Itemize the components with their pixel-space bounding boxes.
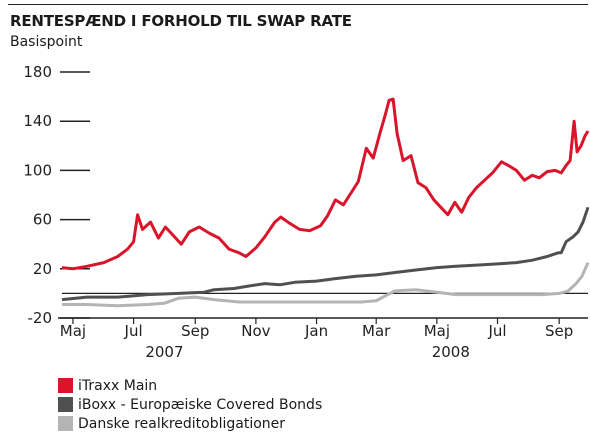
- x-tick-label: Sep: [545, 322, 573, 340]
- x-year-label: 2008: [432, 343, 470, 361]
- series-line-danske: [62, 261, 590, 308]
- x-year-label: 2007: [145, 343, 183, 361]
- y-tick-label: 100: [23, 161, 52, 179]
- top-rule: [8, 4, 588, 5]
- x-tick-label: Jul: [124, 322, 143, 340]
- x-tick-label: Mar: [362, 322, 391, 340]
- legend: iTraxx Main iBoxx - Europæiske Covered B…: [58, 376, 322, 433]
- x-tick-label: Sep: [181, 322, 209, 340]
- y-tick-label: 60: [33, 211, 52, 229]
- chart-title: RENTESPÆND I FORHOLD TIL SWAP RATE: [10, 12, 352, 30]
- legend-item-danske: Danske realkreditobligationer: [58, 414, 322, 433]
- series-line-iboxx: [61, 206, 590, 302]
- legend-item-iboxx: iBoxx - Europæiske Covered Bonds: [58, 395, 322, 414]
- series-line-itraxx: [61, 97, 590, 271]
- y-tick-label: -20: [28, 309, 53, 327]
- x-tick-label: Jan: [304, 322, 328, 340]
- legend-label-danske: Danske realkreditobligationer: [78, 415, 286, 432]
- x-tick-label: Maj: [424, 322, 450, 340]
- y-tick-label: 180: [23, 63, 52, 81]
- legend-label-itraxx: iTraxx Main: [78, 377, 158, 394]
- x-tick-label: Jul: [487, 322, 506, 340]
- y-axis-unit-label: Basispoint: [10, 34, 83, 50]
- legend-swatch-danske: [58, 416, 73, 431]
- x-tick-label: Nov: [241, 322, 270, 340]
- y-tick-label: 20: [33, 260, 52, 278]
- x-tick-label: Maj: [60, 322, 86, 340]
- legend-label-iboxx: iBoxx - Europæiske Covered Bonds: [78, 396, 323, 413]
- legend-item-itraxx: iTraxx Main: [58, 376, 322, 395]
- y-tick-label: 140: [23, 112, 52, 130]
- legend-swatch-iboxx: [58, 397, 73, 412]
- legend-swatch-itraxx: [58, 378, 73, 393]
